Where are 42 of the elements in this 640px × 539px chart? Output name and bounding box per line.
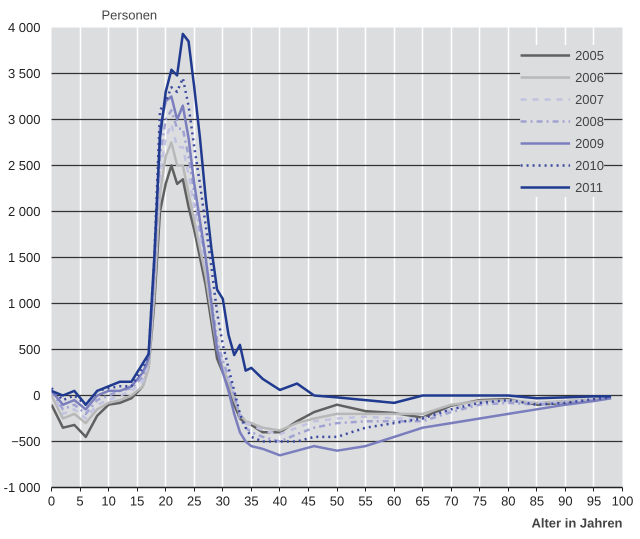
legend-label: 2007: [575, 92, 604, 106]
x-tick-label: 10: [101, 494, 116, 508]
x-axis-title: Alter in Jahren: [531, 516, 623, 530]
y-tick-label: −500: [11, 434, 41, 449]
x-tick-label: 55: [358, 494, 373, 508]
x-tick-label: 40: [272, 494, 288, 508]
y-tick-label: 1 500: [8, 250, 41, 265]
x-tick-label: 25: [187, 494, 202, 508]
x-tick-label: 65: [415, 494, 430, 508]
y-tick-label: 3 500: [8, 66, 41, 81]
y-axis-title: Personen: [102, 8, 158, 22]
y-tick-label: 1 000: [8, 296, 41, 311]
x-tick-label: 80: [501, 494, 516, 508]
legend-label: 2009: [575, 136, 604, 150]
x-tick-label: 35: [244, 494, 259, 508]
x-tick-label: 50: [330, 494, 344, 508]
x-tick-label: 85: [530, 494, 544, 508]
x-tick-label: 0: [48, 494, 56, 508]
line-series: [52, 32, 612, 406]
legend-label: 2005: [575, 48, 604, 62]
y-tick-label: 2 500: [8, 158, 41, 173]
y-tick-label: 0: [33, 388, 41, 403]
x-tick-label: 75: [472, 494, 487, 508]
x-tick-label: 95: [586, 494, 602, 508]
y-tick-label: -1 000: [4, 480, 41, 495]
x-tick-label: 5: [76, 494, 84, 508]
legend-label: 2010: [575, 158, 604, 172]
x-tick-label: 45: [301, 494, 316, 508]
x-tick-label: 90: [558, 494, 573, 508]
legend-label: 2011: [575, 180, 604, 194]
x-tick-label: 15: [130, 494, 144, 508]
y-tick-label: 3 000: [8, 112, 41, 127]
legend-label: 2008: [575, 114, 604, 128]
legend-label: 2006: [575, 70, 604, 84]
y-tick-label: 2 000: [8, 204, 41, 219]
x-tick-label: 60: [386, 494, 402, 508]
x-tick-label: 100: [612, 494, 634, 508]
x-tick-label: 30: [216, 494, 230, 508]
y-tick-label: 500: [18, 342, 41, 357]
x-tick-label: 70: [444, 494, 458, 508]
x-tick-label: 20: [158, 494, 173, 508]
y-tick-label: 4 000: [8, 20, 41, 35]
